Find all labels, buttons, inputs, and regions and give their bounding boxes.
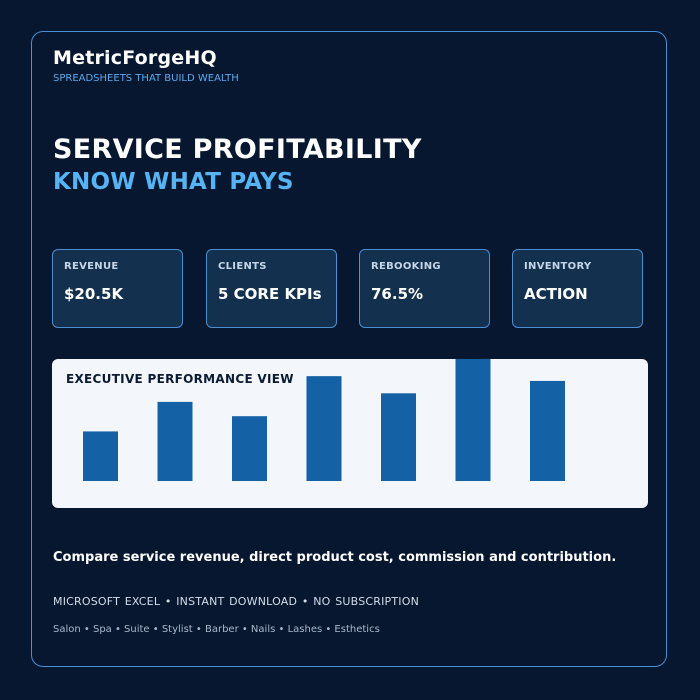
kpi-label: REVENUE — [64, 261, 119, 272]
brand-tagline: SPREADSHEETS THAT BUILD WEALTH — [53, 73, 239, 84]
chart-bar — [232, 416, 267, 481]
brand-name: MetricForgeHQ — [53, 47, 217, 69]
chart-bar — [306, 376, 342, 481]
kpi-label: REBOOKING — [371, 261, 441, 272]
kpi-label: INVENTORY — [524, 261, 592, 272]
page-subtitle: KNOW WHAT PAYS — [53, 169, 294, 195]
bar-chart — [83, 359, 565, 481]
kpi-card-clients: CLIENTS 5 CORE KPIs — [206, 249, 337, 328]
kpi-value: ACTION — [524, 285, 588, 303]
page-title: SERVICE PROFITABILITY — [53, 134, 422, 165]
kpi-card-inventory: INVENTORY ACTION — [512, 249, 643, 328]
category-list: Salon • Spa • Suite • Stylist • Barber •… — [53, 624, 380, 635]
chart-bar — [455, 359, 491, 481]
chart-bar — [381, 393, 416, 481]
kpi-card-rebooking: REBOOKING 76.5% — [359, 249, 490, 328]
chart-title: EXECUTIVE PERFORMANCE VIEW — [66, 372, 294, 386]
main-card — [31, 31, 667, 667]
product-description: Compare service revenue, direct product … — [53, 550, 617, 565]
chart-panel: EXECUTIVE PERFORMANCE VIEW — [52, 359, 648, 508]
kpi-value: 76.5% — [371, 285, 424, 303]
kpi-card-revenue: REVENUE $20.5K — [52, 249, 183, 328]
kpi-value: $20.5K — [64, 285, 124, 303]
chart-bar — [83, 431, 118, 481]
chart-bar — [157, 401, 193, 481]
kpi-value: 5 CORE KPIs — [218, 285, 322, 303]
feature-list: MICROSOFT EXCEL • INSTANT DOWNLOAD • NO … — [53, 595, 420, 608]
chart-bar — [530, 380, 565, 481]
kpi-label: CLIENTS — [218, 261, 267, 272]
